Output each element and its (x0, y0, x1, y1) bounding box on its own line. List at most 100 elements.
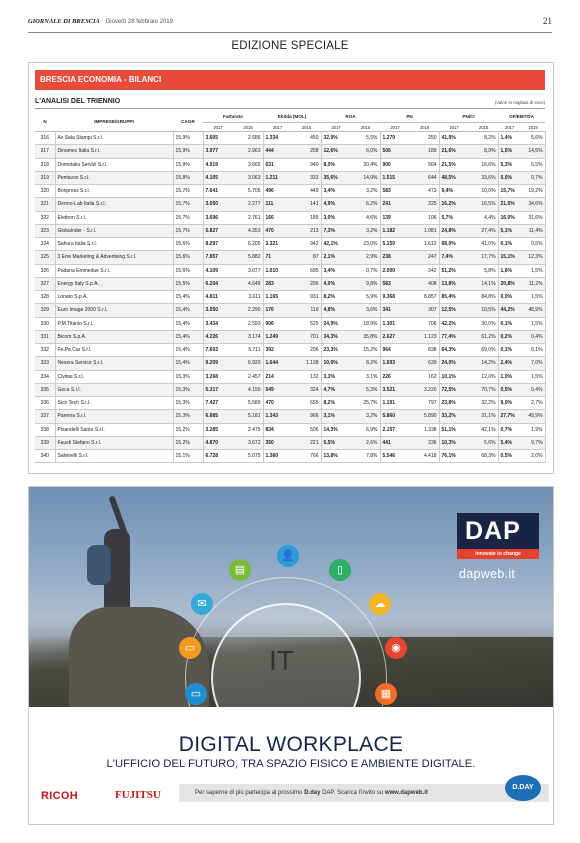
table-cell: 1,6% (498, 264, 522, 278)
table-cell: 318 (35, 158, 56, 172)
table-cell: 250 (410, 131, 440, 146)
table-cell: 1.360 (263, 449, 292, 464)
header-ofebitda: OF/EBITDA (498, 111, 546, 123)
table-cell: 0,7% (498, 423, 522, 437)
table-cell: 42,1% (321, 237, 351, 252)
company-name: Domotalia Servizi S.r.l. (55, 158, 174, 172)
table-cell: 337 (35, 409, 56, 424)
table-cell: 61,2% (469, 330, 499, 345)
table-cell: 1.010 (263, 264, 292, 278)
table-cell: 20,4% (351, 158, 381, 172)
table-cell: 69,0% (469, 343, 499, 358)
table-cell: 2,9% (351, 250, 381, 265)
table-cell: 5.075 (233, 449, 264, 464)
company-name: Sahura Italia S.r.l. (55, 237, 174, 252)
table-cell: 8.857 (410, 290, 440, 305)
table-row: 336 Sicir Tech S.r.l. 15,3% 7.427 5.589 470 65… (35, 396, 546, 411)
table-cell: 332 (35, 343, 56, 358)
table-cell: 15,2% (173, 423, 204, 437)
company-name: 3 Erre Marketing & Advertising S.r.l. (55, 250, 174, 265)
table-cell: 7,4% (439, 250, 470, 265)
table-cell: 5,8% (469, 264, 499, 278)
table-cell: 7.603 (203, 343, 233, 358)
table-cell: 3.050 (203, 303, 233, 318)
table-cell: 966 (292, 409, 322, 424)
table-cell: 449 (292, 184, 322, 199)
table-cell: 4.870 (203, 436, 233, 451)
table-cell: 450 (292, 131, 322, 146)
table-cell: 106 (410, 211, 440, 225)
table-cell: 296 (292, 277, 322, 292)
hiker-backpack (87, 545, 111, 585)
table-cell: 24,9% (321, 317, 351, 331)
table-cell: 1.165 (263, 290, 292, 305)
table-cell: 34,3% (321, 330, 351, 345)
company-name: Fe.Pe.Car S.r.l. (55, 343, 174, 358)
table-cell: 340 (35, 449, 56, 464)
table-cell: 834 (263, 423, 292, 437)
table-cell: 12,0% (469, 370, 499, 384)
table-cell: 5.159 (380, 237, 410, 252)
table-cell: 766 (292, 449, 322, 464)
table-cell: 15,8% (173, 171, 204, 186)
table-cell: 225 (410, 197, 440, 212)
table-cell: 15,7% (173, 211, 204, 225)
table-cell: 3.174 (233, 330, 264, 345)
table-cell: 141 (292, 197, 322, 212)
header-pn: PN (380, 111, 440, 123)
table-cell: 3,4% (321, 184, 351, 199)
table-cell: 226 (380, 370, 410, 384)
table-cell: 1,5% (521, 317, 546, 331)
table-cell: 68,0% (439, 237, 470, 252)
table-cell: 4,8% (321, 303, 351, 318)
table-cell: 85,4% (439, 290, 470, 305)
table-cell: 9,0% (498, 396, 522, 411)
table-cell: 5.181 (233, 409, 264, 424)
table-cell: 4,0% (321, 277, 351, 292)
table-cell: 1.338 (410, 423, 440, 437)
table-cell: 176 (263, 303, 292, 318)
table-cell: 2,1% (321, 250, 351, 265)
footer-url: www.dapweb.it (384, 790, 428, 796)
table-cell: 7.857 (203, 250, 233, 265)
table-cell: 441 (380, 436, 410, 451)
table-cell: 15,4% (173, 343, 204, 358)
table-row: 326 Padana Emmedue S.r.l. 15,6% 4.109 3.077 1… (35, 264, 546, 278)
header-year: 2017 (263, 122, 292, 132)
table-row: 321 Dermo-Lab Italia S.r.l. 15,7% 3.050 2.27… (35, 197, 546, 212)
table-cell: 7,8% (351, 449, 381, 464)
table-cell: 77,4% (439, 330, 470, 345)
table-cell: 16,2% (439, 197, 470, 212)
table-cell: 317 (35, 144, 56, 159)
table-frame (28, 62, 554, 474)
table-cell: 319 (35, 171, 56, 186)
table-cell: 6.885 (203, 409, 233, 424)
company-name: Padana Emmedue S.r.l. (55, 264, 174, 278)
company-name: Salvinelli S.r.l. (55, 449, 174, 464)
table-cell: 15,4% (173, 356, 204, 371)
company-name: Elettron S.r.l. (55, 211, 174, 225)
table-cell: 189 (410, 144, 440, 159)
table-cell: 11,2% (521, 277, 546, 292)
table-cell: 1.334 (263, 131, 292, 146)
company-name: Sicir Tech S.r.l. (55, 396, 174, 411)
table-cell: 329 (35, 303, 56, 318)
table-cell: 23,0% (351, 237, 381, 252)
it-label: IT (269, 645, 294, 676)
table-cell: 4,4% (469, 211, 499, 225)
company-name: Lonato S.p.A. (55, 290, 174, 305)
table-cell: 324 (35, 237, 56, 252)
table-cell: 3,6% (351, 303, 381, 318)
header-fatturato: Fatturato (203, 111, 263, 123)
table-cell: 6,5% (521, 158, 546, 172)
table-cell: 258 (292, 144, 322, 159)
table-cell: 35,6% (321, 171, 351, 186)
table-cell: 1.191 (380, 396, 410, 411)
table-cell: 5.546 (380, 449, 410, 464)
table-cell: 139 (380, 211, 410, 225)
table-cell: 7,3% (321, 224, 351, 239)
table-cell: 1.612 (410, 237, 440, 252)
table-cell: 5.589 (233, 396, 264, 411)
table-cell: 1,9% (521, 423, 546, 437)
header-pnci: PN/CI (439, 111, 499, 123)
